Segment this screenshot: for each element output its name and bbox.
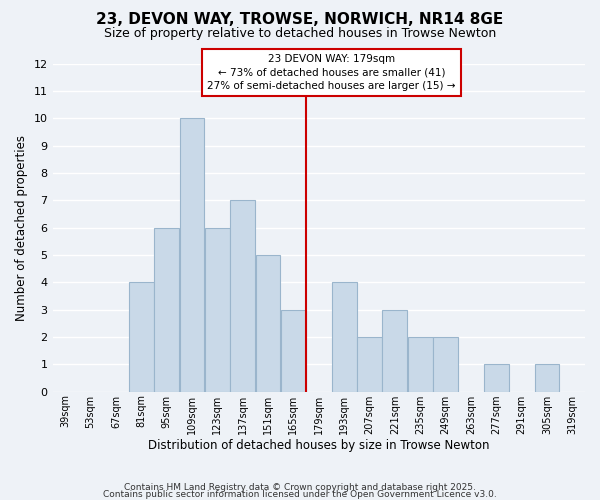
- Bar: [357, 337, 382, 392]
- Bar: [484, 364, 509, 392]
- Bar: [281, 310, 306, 392]
- Bar: [205, 228, 230, 392]
- Bar: [256, 255, 280, 392]
- Y-axis label: Number of detached properties: Number of detached properties: [15, 134, 28, 320]
- Bar: [535, 364, 559, 392]
- Text: Contains HM Land Registry data © Crown copyright and database right 2025.: Contains HM Land Registry data © Crown c…: [124, 484, 476, 492]
- X-axis label: Distribution of detached houses by size in Trowse Newton: Distribution of detached houses by size …: [148, 440, 490, 452]
- Bar: [154, 228, 179, 392]
- Bar: [382, 310, 407, 392]
- Bar: [230, 200, 255, 392]
- Bar: [332, 282, 356, 392]
- Text: Contains public sector information licensed under the Open Government Licence v3: Contains public sector information licen…: [103, 490, 497, 499]
- Bar: [129, 282, 154, 392]
- Bar: [408, 337, 433, 392]
- Text: 23, DEVON WAY, TROWSE, NORWICH, NR14 8GE: 23, DEVON WAY, TROWSE, NORWICH, NR14 8GE: [97, 12, 503, 28]
- Bar: [179, 118, 205, 392]
- Text: 23 DEVON WAY: 179sqm
← 73% of detached houses are smaller (41)
27% of semi-detac: 23 DEVON WAY: 179sqm ← 73% of detached h…: [207, 54, 455, 90]
- Bar: [433, 337, 458, 392]
- Text: Size of property relative to detached houses in Trowse Newton: Size of property relative to detached ho…: [104, 28, 496, 40]
